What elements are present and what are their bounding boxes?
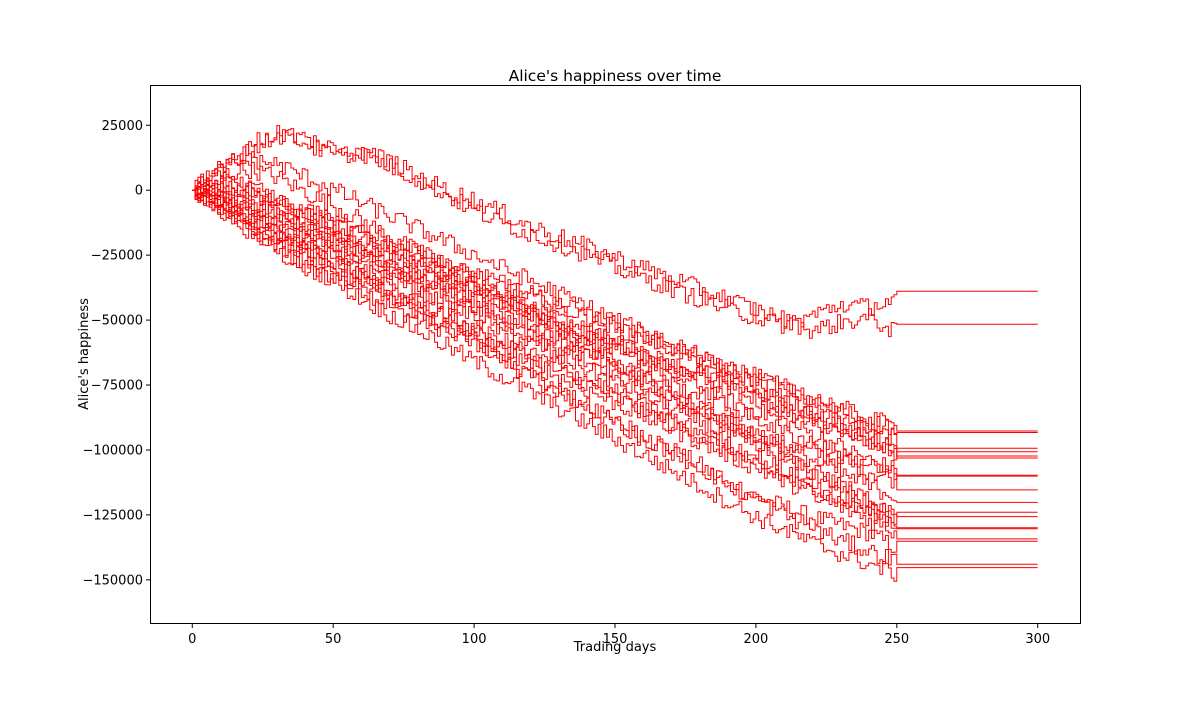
series-line <box>192 188 1038 530</box>
series-line <box>192 184 1038 481</box>
y-tick-label: −50000 <box>91 314 143 329</box>
y-axis-label: Alice's happiness <box>77 298 92 410</box>
y-tick-label: 25000 <box>102 119 143 134</box>
y-tick-label: −75000 <box>91 379 143 394</box>
series-line <box>192 185 1038 566</box>
x-tick-label: 150 <box>603 632 628 647</box>
plot-frame <box>150 85 1081 624</box>
x-tick-label: 200 <box>743 632 768 647</box>
series-line <box>192 125 1038 339</box>
x-axis: 0 50 100 150 200 250 300 <box>188 624 1050 647</box>
series-line <box>192 151 1038 457</box>
series-line <box>192 129 1038 334</box>
x-tick-label: 100 <box>462 632 487 647</box>
x-tick-label: 50 <box>325 632 342 647</box>
y-axis: 25000 0 −25000 −50000 −75000 −100000 −125000 −1… <box>82 119 150 588</box>
series-line <box>192 176 1038 434</box>
chart-title: Alice's happiness over time <box>509 67 722 85</box>
y-tick-label: 0 <box>135 184 143 199</box>
x-tick-label: 250 <box>884 632 909 647</box>
x-axis-label: Trading days <box>573 640 657 655</box>
x-tick-label: 300 <box>1025 632 1050 647</box>
x-tick-label: 0 <box>188 632 196 647</box>
y-tick-label: −150000 <box>82 573 143 588</box>
series-lines <box>192 125 1038 582</box>
y-tick-label: −100000 <box>82 443 143 458</box>
y-tick-label: −125000 <box>82 508 143 523</box>
series-line <box>192 189 1038 582</box>
series-line <box>192 180 1038 461</box>
y-tick-label: −25000 <box>91 249 143 264</box>
